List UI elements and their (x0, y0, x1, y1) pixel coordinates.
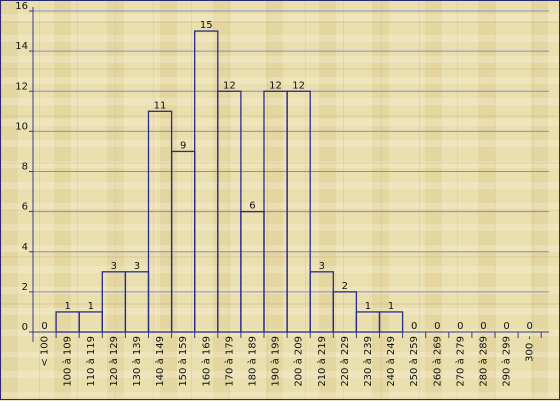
bar (240, 210, 265, 333)
y-tick-label: 0 (22, 322, 28, 333)
x-tick-label: 120 à 129 (108, 336, 120, 387)
x-tick-label: 110 à 119 (85, 336, 97, 387)
data-label: 0 (457, 321, 463, 332)
y-tick-label: 10 (15, 121, 28, 132)
data-label: 2 (342, 281, 348, 292)
bar (194, 30, 219, 333)
x-tick-label: 300 - (525, 336, 536, 362)
bar (309, 271, 334, 333)
data-label: 3 (134, 261, 140, 272)
x-tick-label: 140 à 149 (154, 336, 166, 387)
x-tick-label: 130 à 139 (131, 336, 143, 387)
x-tick-label: < 100 (40, 336, 51, 367)
data-label: 12 (223, 80, 236, 91)
y-tick-label: 8 (22, 162, 28, 173)
data-label: 3 (111, 261, 117, 272)
data-label: 15 (200, 20, 213, 31)
data-label: 6 (249, 201, 255, 212)
data-label: 12 (292, 80, 305, 91)
data-label: 0 (526, 321, 532, 332)
x-tick-label: 220 à 229 (339, 336, 351, 387)
x-tick-label: 150 à 159 (177, 336, 189, 387)
bar (378, 311, 404, 333)
y-tick-label: 16 (15, 1, 28, 12)
data-label: 1 (88, 301, 94, 312)
data-label: 0 (41, 321, 47, 332)
bar (124, 271, 150, 333)
x-tick-label: 290 à 299 (501, 336, 513, 387)
bar (147, 110, 173, 333)
x-tick-label: 260 à 269 (431, 336, 443, 387)
x-tick-label: 180 à 189 (246, 336, 258, 387)
data-label: 1 (365, 301, 371, 312)
x-tick-label: 250 à 259 (408, 336, 420, 387)
data-label: 1 (64, 301, 70, 312)
data-label: 12 (269, 80, 282, 91)
bar (78, 311, 103, 333)
y-tick-label: 6 (22, 202, 28, 213)
x-tick-label: 280 à 289 (477, 336, 489, 387)
y-tick-label: 2 (22, 282, 28, 293)
x-tick-label: 190 à 199 (270, 336, 282, 387)
x-tick-label: 200 à 209 (293, 336, 305, 387)
y-tick-label: 14 (15, 41, 28, 52)
data-label: 3 (319, 261, 325, 272)
bar (170, 150, 196, 333)
bar (332, 291, 358, 333)
data-label: 0 (434, 321, 440, 332)
x-tick-label: 270 à 279 (454, 336, 466, 387)
y-tick-label: 4 (22, 242, 28, 253)
x-tick-label: 210 à 219 (316, 336, 328, 387)
data-label: 1 (388, 301, 394, 312)
data-label: 9 (180, 140, 186, 151)
y-tick-label: 12 (15, 81, 28, 92)
data-label: 0 (480, 321, 486, 332)
x-tick-label: 100 à 109 (62, 336, 74, 387)
x-tick-label: 170 à 179 (223, 336, 235, 387)
bar (286, 90, 311, 333)
bar (55, 311, 80, 333)
data-label: 11 (154, 100, 167, 111)
x-tick-label: 230 à 239 (362, 336, 374, 387)
bar (101, 271, 127, 333)
data-label: 0 (503, 321, 509, 332)
bar (355, 311, 381, 333)
x-tick-label: 240 à 249 (385, 336, 397, 387)
x-tick-label: 160 à 169 (200, 336, 212, 387)
data-label: 0 (411, 321, 417, 332)
